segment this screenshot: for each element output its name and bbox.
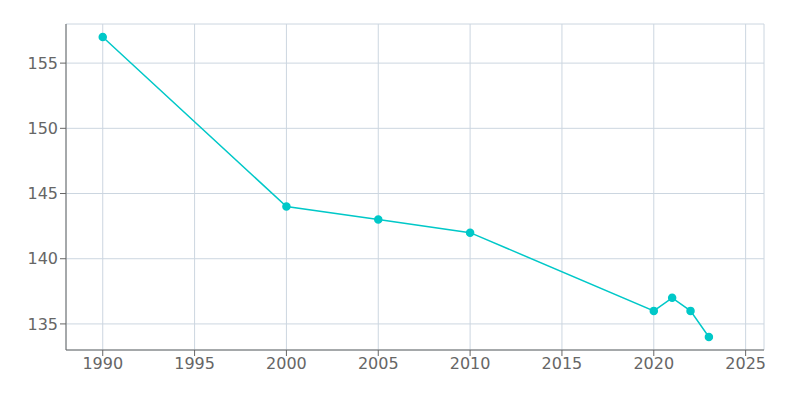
svg-text:135: 135 (27, 315, 58, 334)
svg-text:1995: 1995 (174, 354, 215, 373)
svg-text:145: 145 (27, 184, 58, 203)
svg-text:2010: 2010 (450, 354, 491, 373)
svg-text:2020: 2020 (633, 354, 674, 373)
svg-text:2025: 2025 (725, 354, 766, 373)
svg-text:140: 140 (27, 249, 58, 268)
svg-text:155: 155 (27, 54, 58, 73)
svg-text:2000: 2000 (266, 354, 307, 373)
svg-text:2005: 2005 (358, 354, 399, 373)
svg-text:1990: 1990 (82, 354, 123, 373)
svg-text:150: 150 (27, 119, 58, 138)
svg-text:2015: 2015 (542, 354, 583, 373)
